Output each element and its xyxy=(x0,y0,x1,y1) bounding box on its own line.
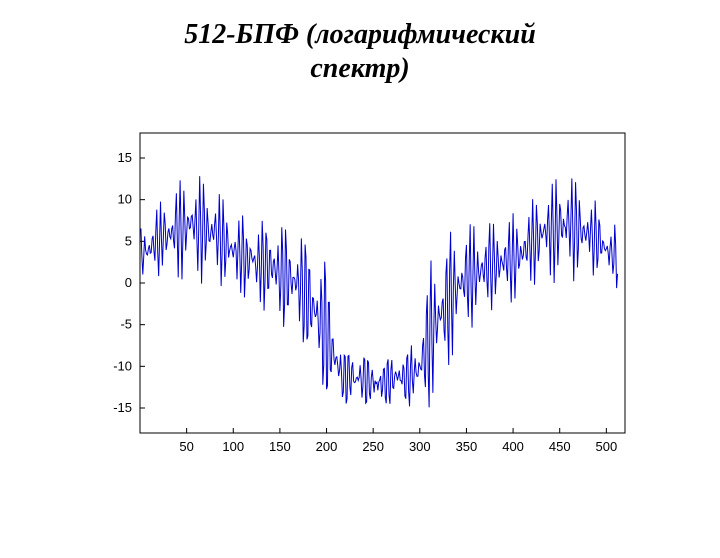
svg-text:50: 50 xyxy=(179,439,193,454)
page-title: 512-БПФ (логарифмический спектр) xyxy=(0,18,720,85)
svg-text:350: 350 xyxy=(456,439,478,454)
title-line-1: 512-БПФ (логарифмический xyxy=(184,19,536,50)
svg-text:200: 200 xyxy=(316,439,338,454)
title-line-2: спектр) xyxy=(310,53,409,84)
svg-text:450: 450 xyxy=(549,439,571,454)
svg-text:150: 150 xyxy=(269,439,291,454)
svg-text:-10: -10 xyxy=(113,359,132,374)
svg-text:-5: -5 xyxy=(120,317,132,332)
svg-text:250: 250 xyxy=(362,439,384,454)
spectrum-chart: -15 -10 -5 0 5 10 15 50 100 150 200 250 300 350 400 450… xyxy=(80,113,640,473)
svg-text:15: 15 xyxy=(118,150,132,165)
svg-text:10: 10 xyxy=(118,192,132,207)
svg-text:-15: -15 xyxy=(113,400,132,415)
chart-svg: -15 -10 -5 0 5 10 15 50 100 150 200 250 300 350 400 450… xyxy=(80,113,640,473)
svg-text:500: 500 xyxy=(595,439,617,454)
svg-text:5: 5 xyxy=(125,234,132,249)
svg-text:100: 100 xyxy=(222,439,244,454)
svg-text:400: 400 xyxy=(502,439,524,454)
svg-text:300: 300 xyxy=(409,439,431,454)
svg-text:0: 0 xyxy=(125,275,132,290)
